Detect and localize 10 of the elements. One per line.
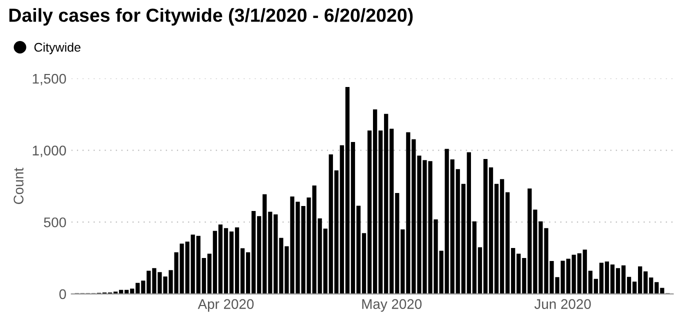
- y-tick-label: 0: [59, 289, 66, 300]
- y-tick-label: 1,500: [32, 74, 66, 86]
- legend-label: Citywide: [34, 42, 80, 54]
- chart-title: Daily cases for Citywide (3/1/2020 - 6/20/2020): [9, 8, 413, 26]
- x-tick-label: Apr 2020: [198, 299, 254, 312]
- x-tick-label: Jun 2020: [534, 299, 591, 309]
- y-tick-label: 500: [44, 217, 66, 228]
- y-axis-title: Count: [14, 168, 24, 204]
- y-tick-label: 1,000: [32, 146, 66, 158]
- x-tick-label: May 2020: [362, 299, 422, 312]
